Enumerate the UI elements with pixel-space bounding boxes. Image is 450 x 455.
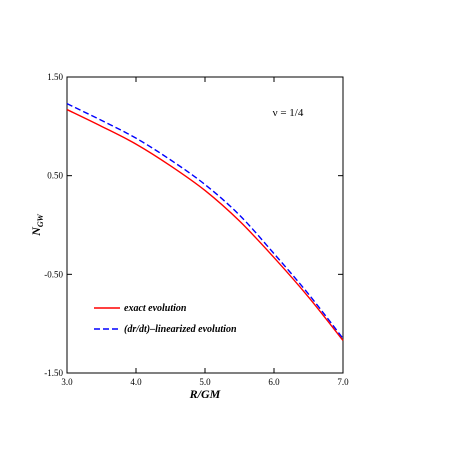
series-line-linearized [66,103,344,339]
x-axis-title: R/GM [189,387,221,401]
legend-label-linearized: (dr/dt)–linearized evolution [124,324,237,335]
series-line-exact [66,108,344,341]
y-tick-label: -1.50 [44,368,63,378]
x-tick-label: 6.0 [268,377,280,387]
legend-label-exact: exact evolution [124,303,187,314]
y-axis-title-main: N [29,226,43,237]
y-tick-label: 0.50 [47,171,63,181]
nu-annotation: ν = 1/4 [273,107,304,119]
x-axis: 3.0 4.0 5.0 6.0 7.0 [61,77,349,387]
legend: exact evolution (dr/dt)–linearized evolu… [94,303,237,335]
x-tick-label: 7.0 [337,377,349,387]
x-tick-label: 4.0 [130,377,142,387]
y-tick-label: 1.50 [47,72,63,82]
series-layer [66,103,344,341]
y-axis-title: NGW [29,213,45,236]
y-axis: 1.50 0.50 -0.50 -1.50 [44,72,343,378]
x-tick-label: 5.0 [199,377,211,387]
y-tick-label: -0.50 [44,269,63,279]
y-axis-title-subscript: GW [36,213,45,227]
x-tick-label: 3.0 [61,377,73,387]
